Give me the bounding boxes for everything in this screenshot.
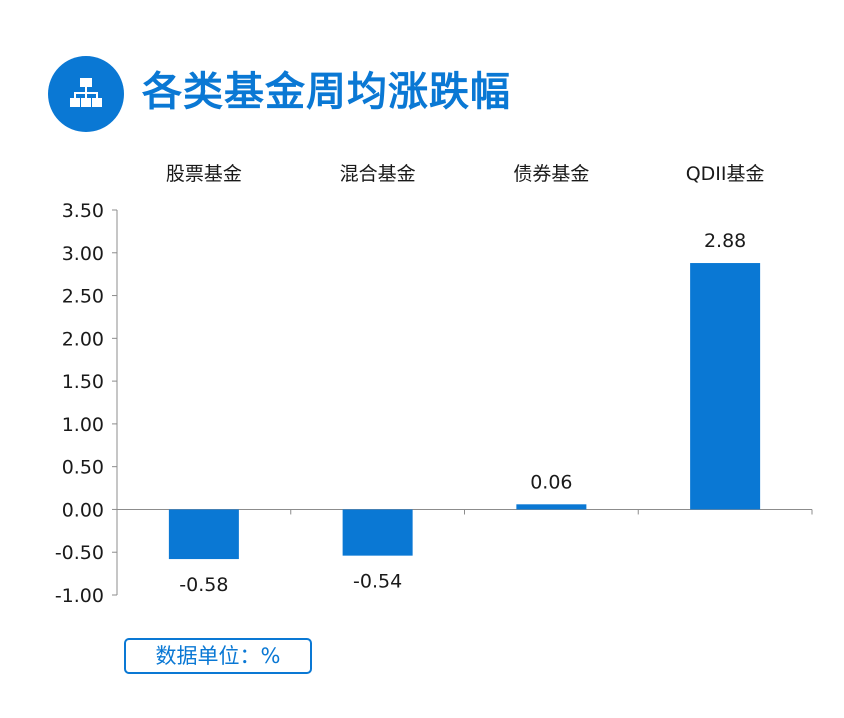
bar — [342, 509, 413, 556]
y-tick-label: 1.00 — [62, 414, 104, 436]
y-tick-label: 2.50 — [62, 286, 104, 308]
category-label: QDII基金 — [686, 163, 765, 185]
y-tick-label: 0.50 — [62, 457, 104, 479]
sitemap-icon — [48, 56, 124, 132]
category-label: 股票基金 — [166, 163, 242, 185]
bar-chart: 3.50 3.00 2.50 2.00 1.50 1.00 0.50 0.00 -0.50 -1.… — [55, 163, 813, 607]
page-title: 各类基金周均涨跌幅 — [142, 69, 511, 115]
bar — [690, 263, 761, 510]
y-tick-label: -0.50 — [55, 542, 104, 564]
bar — [168, 509, 239, 560]
data-label: -0.58 — [179, 574, 228, 596]
y-tick-label: 3.00 — [62, 243, 104, 265]
bar — [516, 504, 587, 510]
data-label: 2.88 — [704, 230, 746, 252]
unit-note: 数据单位：% — [124, 638, 312, 674]
y-tick-label: 0.00 — [62, 499, 104, 521]
y-tick-label: 1.50 — [62, 371, 104, 393]
y-tick-label: -1.00 — [55, 585, 104, 607]
y-tick-label: 3.50 — [62, 200, 104, 222]
data-label: -0.54 — [353, 571, 402, 593]
category-label: 债券基金 — [513, 163, 589, 185]
y-tick-label: 2.00 — [62, 328, 104, 350]
data-label: 0.06 — [530, 471, 572, 493]
category-label: 混合基金 — [340, 163, 416, 185]
